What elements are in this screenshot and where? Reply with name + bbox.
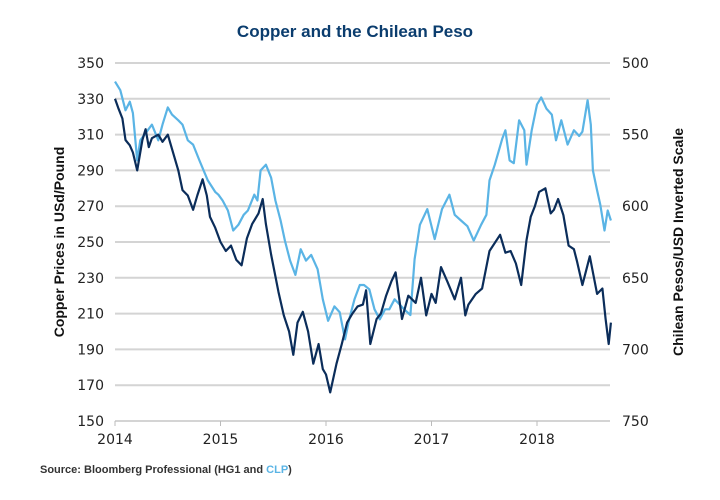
- chart-title: Copper and the Chilean Peso: [237, 22, 473, 41]
- source-note: Source: Bloomberg Professional (HG1 and …: [40, 464, 292, 476]
- y-tick-label: 170: [77, 378, 104, 394]
- x-axis-ticks: 2014 2015 2016 2017 2018: [97, 421, 555, 448]
- y-tick-label: 210: [77, 307, 104, 323]
- y2-tick-label: 700: [622, 342, 649, 358]
- y-tick-label: 150: [77, 414, 104, 430]
- y2-axis-ticks: 500 550 600 650 700 750: [622, 56, 649, 430]
- x-tick-label: 2016: [308, 432, 344, 448]
- source-prefix: Source: Bloomberg Professional (HG1 and: [40, 464, 267, 476]
- series-group: [113, 81, 612, 394]
- series-line-clp: [114, 81, 612, 341]
- y-tick-label: 230: [77, 271, 104, 287]
- y-tick-label: 350: [77, 56, 104, 72]
- y-tick-label: 190: [77, 342, 104, 358]
- y-tick-label: 290: [77, 163, 104, 179]
- source-highlight: CLP: [266, 464, 289, 476]
- x-tick-label: 2018: [519, 432, 555, 448]
- series-line-hg1: [113, 98, 612, 394]
- y2-tick-label: 500: [622, 56, 649, 72]
- y-tick-label: 250: [77, 235, 104, 251]
- y-tick-label: 270: [77, 199, 104, 215]
- x-tick-label: 2017: [414, 432, 450, 448]
- y-axis-label: Copper Prices in USd/Pound: [51, 147, 67, 338]
- y2-tick-label: 750: [622, 414, 649, 430]
- y-tick-label: 310: [77, 128, 104, 144]
- source-suffix: ): [288, 464, 292, 476]
- y2-tick-label: 650: [622, 271, 649, 287]
- y2-tick-label: 550: [622, 128, 649, 144]
- y-axis-ticks: 350 330 310 290 270 250 230 210 190 170 150: [77, 56, 104, 430]
- x-tick-label: 2014: [97, 432, 133, 448]
- x-tick-label: 2015: [203, 432, 239, 448]
- y-tick-label: 330: [77, 92, 104, 108]
- y2-axis-label: Chilean Pesos/USD Inverted Scale: [670, 128, 686, 356]
- gridlines: [115, 62, 610, 422]
- y2-tick-label: 600: [622, 199, 649, 215]
